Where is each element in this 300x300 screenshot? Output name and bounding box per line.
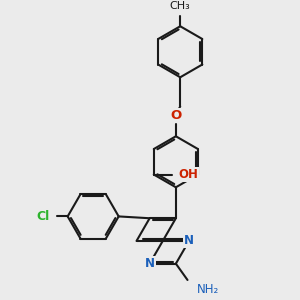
Text: N: N [145,257,154,270]
Text: N: N [184,235,194,248]
Text: NH₂: NH₂ [196,283,219,296]
Text: OH: OH [178,168,198,181]
Text: CH₃: CH₃ [170,1,190,11]
Text: Cl: Cl [36,210,50,223]
Text: O: O [170,109,182,122]
